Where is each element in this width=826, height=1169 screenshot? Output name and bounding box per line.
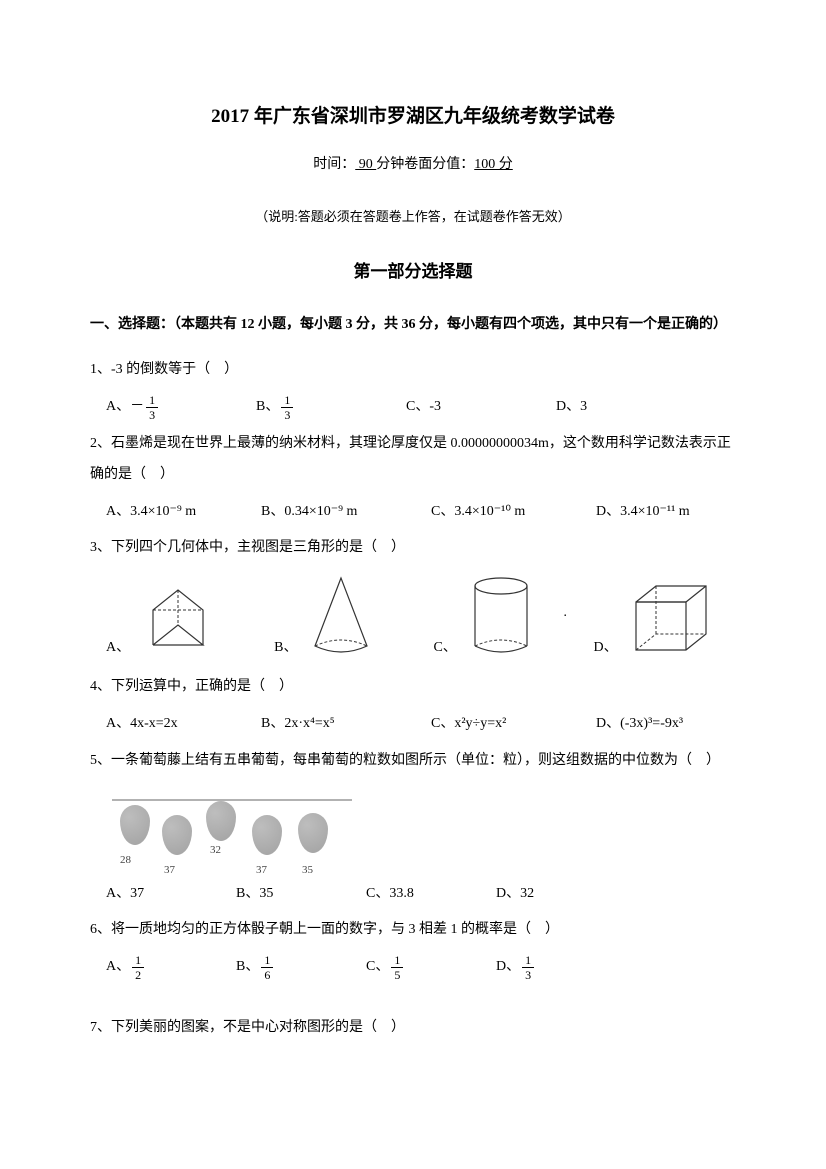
q5-option-a: A、37 [106,879,236,910]
subtitle-time: 90 [355,157,376,172]
question-7: 7、下列美丽的图案，不是中心对称图形的是（ ） [90,1013,736,1044]
q6-c-prefix: C、 [366,952,389,983]
q6-d-den: 3 [522,968,534,981]
q6-option-b: B、 16 [236,952,366,983]
subtitle-mid: 分钟卷面分值： [376,157,474,172]
q1-b-fraction: 13 [281,394,293,421]
q6-b-fraction: 16 [261,954,273,981]
q1-a-num: 1 [146,394,158,408]
grape-label: 37 [256,861,267,881]
q2-option-d: D、3.4×10⁻¹¹ m [596,497,726,528]
cube-icon [626,576,716,660]
q6-d-num: 1 [522,954,534,968]
question-1: 1、-3 的倒数等于（ ） [90,355,736,386]
question-3-shapes: A、 B、 C、 · D、 [106,572,736,660]
q3-b-label: B、 [274,635,297,660]
q6-d-fraction: 13 [522,954,534,981]
q6-option-a: A、 12 [106,952,236,983]
grape-cluster [206,801,236,841]
q6-b-num: 1 [261,954,273,968]
q6-b-prefix: B、 [236,952,259,983]
subtitle-prefix: 时间： [313,157,355,172]
q6-option-c: C、 15 [366,952,496,983]
question-4: 4、下列运算中，正确的是（ ） [90,672,736,703]
question-3: 3、下列四个几何体中，主视图是三角形的是（ ） [90,533,736,564]
q6-a-fraction: 12 [132,954,144,981]
q3-dot: · [563,604,568,629]
q3-option-a: A、 [106,580,218,660]
grape-cluster [298,813,328,853]
cone-icon [305,572,377,660]
question-1-options: A、－ 13 B、 13 C、-3 D、3 [90,392,736,423]
q4-option-a: A、4x-x=2x [106,709,261,740]
q4-option-b: B、2x·x⁴=x⁵ [261,709,431,740]
question-2-options: A、3.4×10⁻⁹ m B、0.34×10⁻⁹ m C、3.4×10⁻¹⁰ m… [90,497,736,528]
triangular-prism-icon [138,580,218,660]
question-5-options: A、37 B、35 C、33.8 D、32 [90,879,736,910]
q6-a-prefix: A、 [106,952,130,983]
q5-option-c: C、33.8 [366,879,496,910]
q1-option-b: B、 13 [256,392,406,423]
q1-b-den: 3 [281,408,293,421]
q1-b-num: 1 [281,394,293,408]
q6-b-den: 6 [261,968,273,981]
q2-option-c: C、3.4×10⁻¹⁰ m [431,497,596,528]
q3-option-b: B、 [274,572,377,660]
grape-cluster [162,815,192,855]
cylinder-icon [465,572,537,660]
grape-label: 35 [302,861,313,881]
section-instructions: 一、选择题：（本题共有 12 小题，每小题 3 分，共 36 分，每小题有四个项… [90,311,736,339]
grape-label: 32 [210,841,221,861]
question-2: 2、石墨烯是现在世界上最薄的纳米材料，其理论厚度仅是 0.00000000034… [90,429,736,491]
question-4-options: A、4x-x=2x B、2x·x⁴=x⁵ C、x²y÷y=x² D、(-3x)³… [90,709,736,740]
exam-subtitle: 时间： 90 分钟卷面分值：100 分 [90,152,736,177]
q6-a-den: 2 [132,968,144,981]
q2-option-a: A、3.4×10⁻⁹ m [106,497,261,528]
q1-option-c: C、-3 [406,392,556,423]
question-6-options: A、 12 B、 16 C、 15 D、 13 [90,952,736,983]
q1-a-den: 3 [146,408,158,421]
q3-d-label: D、 [593,635,617,660]
q3-c-label: C、 [433,635,456,660]
question-6: 6、将一质地均匀的正方体骰子朝上一面的数字，与 3 相差 1 的概率是（ ） [90,915,736,946]
exam-title: 2017 年广东省深圳市罗湖区九年级统考数学试卷 [90,100,736,134]
section-header: 第一部分选择题 [90,257,736,288]
q6-d-prefix: D、 [496,952,520,983]
q1-option-d: D、3 [556,392,676,423]
q6-a-num: 1 [132,954,144,968]
subtitle-score: 100 分 [474,157,513,172]
q1-option-a: A、－ 13 [106,392,256,423]
exam-note: （说明:答题必须在答题卷上作答，在试题卷作答无效） [90,205,736,228]
grape-cluster [120,805,150,845]
q3-option-d: D、 [593,576,715,660]
grapes-figure: 2837323735 [102,783,362,873]
q3-option-c: C、 [433,572,536,660]
q5-option-d: D、32 [496,879,616,910]
q4-option-c: C、x²y÷y=x² [431,709,596,740]
grape-cluster [252,815,282,855]
grape-label: 28 [120,851,131,871]
grape-label: 37 [164,861,175,881]
q4-option-d: D、(-3x)³=-9x³ [596,709,726,740]
question-5: 5、一条葡萄藤上结有五串葡萄，每串葡萄的粒数如图所示（单位：粒），则这组数据的中… [90,746,736,777]
q6-c-den: 5 [391,968,403,981]
q2-option-b: B、0.34×10⁻⁹ m [261,497,431,528]
q1-a-prefix: A、－ [106,392,144,423]
vine-line [112,799,352,801]
q6-c-num: 1 [391,954,403,968]
q3-a-label: A、 [106,635,130,660]
q1-a-fraction: 13 [146,394,158,421]
q5-option-b: B、35 [236,879,366,910]
q6-option-d: D、 13 [496,952,616,983]
q6-c-fraction: 15 [391,954,403,981]
q1-b-prefix: B、 [256,392,279,423]
